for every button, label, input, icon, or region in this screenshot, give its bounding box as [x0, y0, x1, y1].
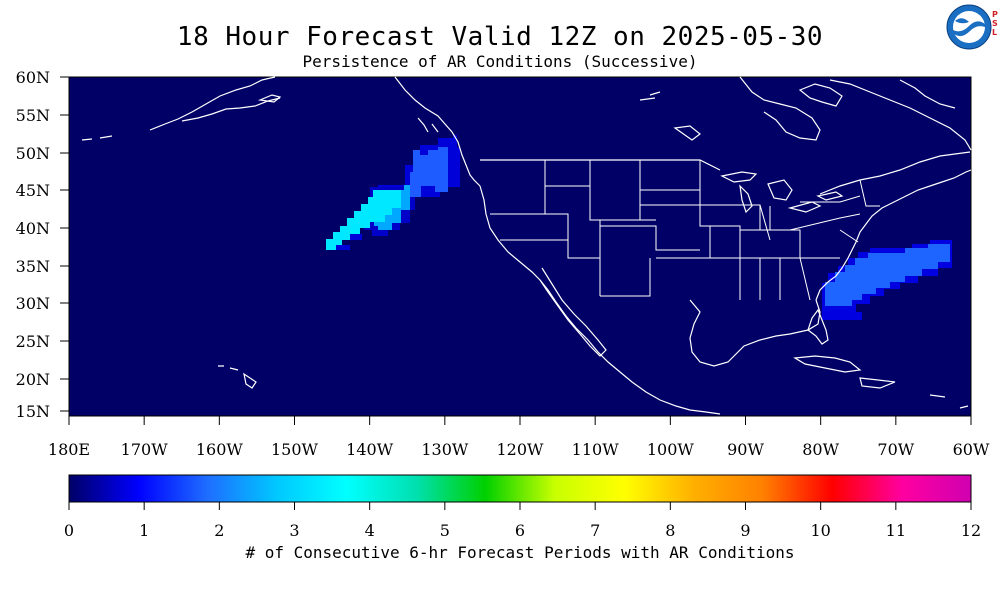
colorbar-tick-label: 0 — [64, 521, 74, 540]
lat-label: 45N — [16, 181, 50, 200]
lat-label: 20N — [16, 370, 50, 389]
lat-label: 25N — [16, 332, 50, 351]
colorbar-tick-label: 7 — [590, 521, 600, 540]
state-borders — [490, 160, 880, 301]
lon-label: 160W — [196, 440, 244, 459]
lon-label: 70W — [877, 440, 914, 459]
colorbar — [68, 474, 972, 503]
lon-label: 120W — [497, 440, 545, 459]
colorbar-tick-label: 11 — [886, 521, 906, 540]
colorbar-tick-label: 12 — [961, 521, 981, 540]
noaa-logo-icon — [946, 4, 992, 50]
lat-label: 35N — [16, 257, 50, 276]
lon-label: 170W — [121, 440, 169, 459]
atlantic-ar-region — [822, 240, 952, 320]
psl-mark: PSL — [992, 10, 998, 37]
lon-label: 100W — [647, 440, 695, 459]
lon-label: 130W — [421, 440, 469, 459]
colorbar-tick-label: 3 — [289, 521, 299, 540]
colorbar-tick-label: 5 — [440, 521, 450, 540]
lat-label: 30N — [16, 294, 50, 313]
lat-label: 15N — [16, 402, 50, 421]
colorbar-tick-label: 9 — [740, 521, 750, 540]
colorbar-tick-label: 6 — [515, 521, 525, 540]
lon-label: 140W — [346, 440, 394, 459]
coastlines — [81, 76, 972, 415]
lon-label: 110W — [572, 440, 620, 459]
lon-label: 90W — [727, 440, 764, 459]
colorbar-label: # of Consecutive 6-hr Forecast Periods w… — [245, 543, 794, 562]
lat-label: 50N — [16, 144, 50, 163]
lat-label: 55N — [16, 106, 50, 125]
map-subtitle: Persistence of AR Conditions (Successive… — [302, 52, 698, 71]
lat-label: 40N — [16, 219, 50, 238]
colorbar-tick-label: 1 — [139, 521, 149, 540]
colorbar-tick-label: 4 — [365, 521, 375, 540]
lon-label: 180E — [48, 440, 90, 459]
map-frame — [68, 76, 972, 417]
lon-label: 80W — [802, 440, 839, 459]
map-title: 18 Hour Forecast Valid 12Z on 2025-05-30 — [176, 22, 824, 52]
colorbar-tick-label: 10 — [810, 521, 830, 540]
colorbar-tick-label: 8 — [665, 521, 675, 540]
lon-label: 150W — [271, 440, 319, 459]
lon-label: 60W — [953, 440, 990, 459]
lat-label: 60N — [16, 68, 50, 87]
pacific-ar-region — [326, 135, 460, 250]
colorbar-tick-label: 2 — [214, 521, 224, 540]
